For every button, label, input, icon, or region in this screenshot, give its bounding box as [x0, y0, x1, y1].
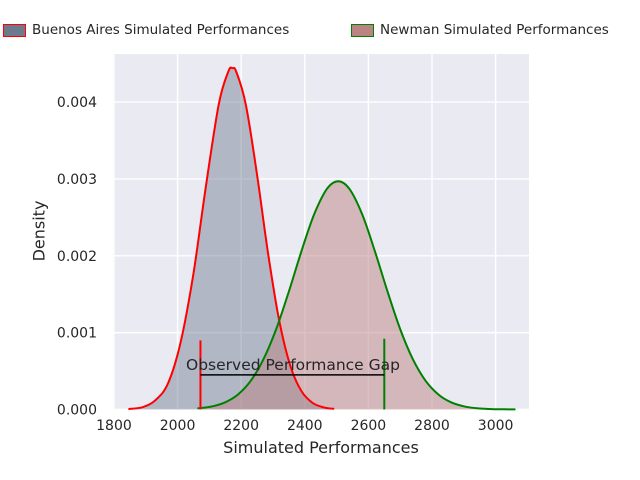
buenos-aires-swatch-icon [3, 23, 26, 37]
observed-performance-gap-annotation: Observed Performance Gap [186, 356, 400, 374]
legend-entry-newman: Newman Simulated Performances [351, 22, 609, 38]
kde-area-buenos-aires-simulated-performances [129, 67, 334, 410]
legend-entry-buenos-aires: Buenos Aires Simulated Performances [3, 22, 289, 38]
kde-line-buenos-aires-simulated-performances [128, 66, 335, 410]
y-axis-label: Density [29, 200, 49, 262]
x-tick-label: 2000 [160, 418, 196, 434]
x-tick-label: 3000 [478, 418, 514, 434]
y-tick-label: 0.004 [57, 95, 97, 111]
x-tick-label: 2800 [414, 418, 450, 434]
legend-label-buenos-aires: Buenos Aires Simulated Performances [32, 22, 290, 38]
legend-label-newman: Newman Simulated Performances [380, 22, 609, 38]
x-axis-label: Simulated Performances [223, 438, 419, 457]
legend: Buenos Aires Simulated Performances Newm… [0, 22, 640, 40]
x-tick-label: 2400 [287, 418, 323, 434]
y-tick-label: 0.001 [57, 326, 97, 342]
y-tick-label: 0.003 [57, 172, 97, 188]
x-tick-label: 2200 [223, 418, 259, 434]
x-tick-label: 1800 [96, 418, 132, 434]
x-tick-label: 2600 [351, 418, 387, 434]
y-tick-label: 0.002 [57, 249, 97, 265]
y-tick-label: 0.000 [57, 403, 97, 419]
newman-swatch-icon [351, 23, 374, 37]
kde-line-newman-simulated-performances [197, 180, 516, 411]
kde-area-newman-simulated-performances [198, 181, 515, 410]
